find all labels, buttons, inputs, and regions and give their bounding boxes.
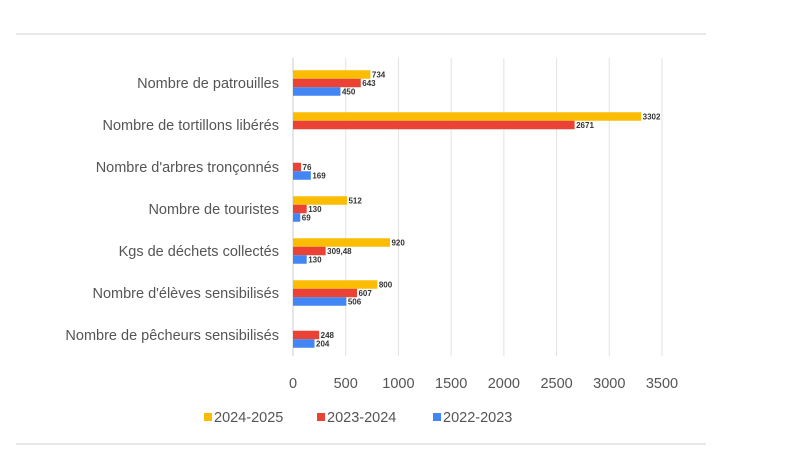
category-label: Nombre de pêcheurs sensibilisés <box>65 328 279 344</box>
value-label: 3302 <box>643 112 661 121</box>
bar <box>293 70 371 79</box>
bar <box>293 196 347 205</box>
value-label: 512 <box>348 196 362 205</box>
bar <box>293 78 361 88</box>
bar <box>293 339 315 348</box>
x-tick-label: 1000 <box>382 376 414 392</box>
legend-label: 2022-2023 <box>443 410 512 426</box>
value-label: 734 <box>372 70 386 79</box>
value-label: 643 <box>362 79 376 88</box>
x-tick-label: 1500 <box>435 376 467 392</box>
bar <box>293 246 326 256</box>
x-tick-label: 0 <box>289 376 297 392</box>
bar <box>293 120 575 130</box>
value-label: 506 <box>348 297 362 306</box>
value-label: 169 <box>312 171 326 180</box>
value-label: 204 <box>316 339 330 348</box>
bar <box>293 297 347 306</box>
legend-swatch <box>204 413 212 421</box>
bar <box>293 213 301 222</box>
category-label: Kgs de déchets collectés <box>119 244 279 260</box>
bar <box>293 255 307 264</box>
category-label: Nombre d'arbres tronçonnés <box>96 160 279 176</box>
bar <box>293 330 320 340</box>
x-tick-label: 500 <box>334 376 358 392</box>
value-label: 800 <box>379 280 393 289</box>
bar <box>293 238 390 247</box>
x-tick-label: 2500 <box>540 376 572 392</box>
category-labels: Nombre de patrouilles Nombre de tortillon… <box>65 76 279 344</box>
value-label: 130 <box>308 255 322 264</box>
bar <box>293 204 307 214</box>
category-label: Nombre de patrouilles <box>137 76 279 92</box>
bar <box>293 280 378 289</box>
bar <box>293 87 341 96</box>
gridlines <box>292 58 663 356</box>
legend-swatch <box>317 413 325 421</box>
bar <box>293 288 357 298</box>
value-label: 2671 <box>576 121 594 130</box>
category-label: Nombre de touristes <box>148 202 279 218</box>
bar <box>293 162 302 172</box>
legend-label: 2023-2024 <box>327 410 396 426</box>
category-label: Nombre d'élèves sensibilisés <box>92 286 279 302</box>
x-axis-ticks: 0 500 1000 1500 2000 2500 3000 3500 <box>289 376 678 392</box>
legend-label: 2024-2025 <box>214 410 283 426</box>
value-label: 69 <box>302 213 311 222</box>
bars: 734643450330226717616951213069920309,481… <box>293 70 661 348</box>
x-tick-label: 3500 <box>646 376 678 392</box>
value-label: 450 <box>342 87 356 96</box>
value-label: 248 <box>321 331 335 340</box>
value-label: 920 <box>391 238 405 247</box>
category-label: Nombre de tortillons libérés <box>103 118 280 134</box>
value-label: 309,48 <box>327 247 352 256</box>
bar <box>293 112 642 121</box>
legend-swatch <box>433 413 441 421</box>
x-tick-label: 3000 <box>593 376 625 392</box>
bar <box>293 171 311 180</box>
legend: 2024-2025 2023-2024 2022-2023 <box>204 410 512 426</box>
x-tick-label: 2000 <box>488 376 520 392</box>
value-label: 130 <box>308 205 322 214</box>
value-label: 607 <box>358 289 372 298</box>
value-label: 76 <box>303 163 312 172</box>
